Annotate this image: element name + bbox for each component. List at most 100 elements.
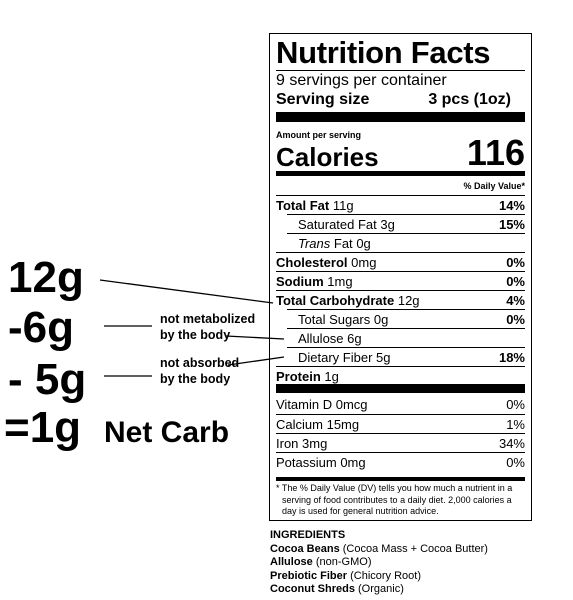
calories-label: Calories [276, 142, 379, 172]
nutrient-row: Protein 1g [276, 366, 525, 385]
nutrient-name: Dietary Fiber [287, 350, 376, 365]
nutrient-name-text: Protein [276, 369, 321, 384]
nutrient-name-text: Potassium [276, 455, 337, 470]
nutrient-name-text: Dietary Fiber [298, 350, 373, 365]
nutrient-name: Allulose [287, 331, 347, 346]
ingredient-detail: (Chicory Root) [350, 569, 421, 582]
nutrient-name-text: Total Carbohydrate [276, 293, 395, 308]
nutrient-name: Trans Fat [287, 236, 356, 251]
nutrient-name: Cholesterol [276, 255, 351, 270]
nutrient-row: Allulose 6g [287, 328, 525, 347]
nutrient-dv: 4% [506, 293, 525, 308]
calories: 116 [466, 132, 525, 173]
nutrient-amount: 15mg [326, 417, 360, 432]
nutrient-name-text: Vitamin D [276, 397, 333, 412]
net-carb-label: Net Carb [104, 416, 230, 449]
nutrient-name: Calcium [276, 417, 327, 432]
nutrient-name: Potassium [276, 455, 340, 470]
nutrient-row: Dietary Fiber 5g 18% [287, 347, 525, 366]
nutrient-dv: 14% [498, 198, 525, 213]
nutrient-name: Protein [276, 369, 324, 384]
label-title: Nutrition Facts [276, 35, 491, 70]
nutrient-amount: 1g [324, 369, 339, 384]
nutrient-name: Iron [276, 436, 302, 451]
carb-result: =1g [4, 403, 82, 452]
nutrient-name-text: Saturated Fat [298, 217, 377, 232]
nutrient-dv: 0% [506, 312, 525, 327]
nutrient-amount: 0g [356, 236, 371, 251]
nutrient-name: Total Sugars [287, 312, 374, 327]
nutrient-row: Total Fat 11g 14% [276, 195, 525, 214]
ingredient-name: Cocoa Beans [270, 542, 340, 555]
ingredient-name: Coconut Shreds [270, 583, 355, 596]
ingredient-detail: (Organic) [358, 583, 404, 596]
nutrient-name-text: Total Fat [276, 198, 330, 213]
note-line: by the body [160, 328, 231, 342]
ingredient-detail: (non-GMO) [315, 556, 372, 569]
note-line: by the body [160, 372, 231, 386]
nutrient-name-text: Allulose [298, 331, 344, 346]
carb-minus: -6g [8, 303, 74, 352]
nutrient-amount: 11g [332, 198, 354, 213]
nutrient-name-text: Fat [333, 236, 353, 251]
nutrient-row: Trans Fat 0g [287, 233, 525, 252]
note-line: not absorbed [160, 356, 240, 370]
ingredient: Allulose (non-GMO) [270, 556, 488, 570]
note: not metabolized by the body [160, 311, 255, 343]
nutrition-label: Nutrition Facts 9 servings per container… [269, 33, 532, 521]
nutrient-row: Vitamin D 0mcg 0% [276, 395, 525, 413]
nutrient-name-text: Cholesterol [276, 255, 348, 270]
dv-header: % Daily Value* [463, 181, 525, 191]
serving-size: 3 pcs (1oz) [428, 91, 511, 108]
nutrient-row: Cholesterol 0mg 0% [276, 252, 525, 271]
note-line: not metabolized [160, 312, 256, 326]
amount-per-serving: Amount per serving [276, 130, 362, 140]
nutrient-amount: 3g [380, 217, 395, 232]
nutrient-row: Calcium 15mg 1% [276, 414, 525, 433]
nutrient-amount: 0mcg [335, 397, 368, 412]
serving-size-label: Serving size [276, 91, 370, 108]
nutrient-row: Total Sugars 0g 0% [287, 309, 525, 328]
nutrient-dv: 1% [506, 417, 525, 432]
ingredient-name: Allulose [270, 556, 313, 569]
ingredients-title: INGREDIENTS [270, 529, 346, 541]
servings: 9 servings per container [276, 72, 447, 89]
carb-total: 12g [8, 253, 84, 302]
nutrient-amount: 6g [347, 331, 362, 346]
nutrient-dv: 0% [506, 255, 525, 270]
nutrient-name-text: Total Sugars [298, 312, 371, 327]
footnote: * The % Daily Value (DV) tells you how m… [276, 483, 513, 516]
ingredient: Coconut Shreds (Organic) [270, 583, 488, 597]
nutrient-amount: 0mg [340, 455, 366, 470]
nutrient-amount: 0mg [351, 255, 377, 270]
nutrient-row: Saturated Fat 3g 15% [287, 214, 525, 233]
nutrient-name-text: Iron [276, 436, 299, 451]
carb-minus: - 5g [8, 355, 87, 404]
pointer-line [227, 356, 285, 366]
nutrient-row: Sodium 1mg 0% [276, 271, 525, 290]
nutrient-name-italic: Trans [298, 236, 331, 251]
nutrient-name: Saturated Fat [287, 217, 380, 232]
nutrient-row: Iron 3mg 34% [276, 433, 525, 452]
nutrient-dv: 0% [506, 274, 525, 289]
nutrient-dv: 0% [506, 455, 525, 470]
nutrient-name-text: Sodium [276, 274, 324, 289]
pointer-line [99, 279, 274, 304]
nutrient-amount: 3mg [302, 436, 328, 451]
ingredient-name: Prebiotic Fiber [270, 569, 348, 582]
nutrient-name: Total Fat [276, 198, 333, 213]
note: not absorbed by the body [160, 355, 239, 387]
nutrient-name-text: Calcium [276, 417, 323, 432]
pointer-line [225, 335, 285, 340]
nutrient-amount: 5g [376, 350, 391, 365]
nutrient-row: Potassium 0mg 0% [276, 452, 525, 471]
nutrient-amount: 1mg [327, 274, 353, 289]
nutrient-amount: 0g [373, 312, 389, 327]
ingredient: Cocoa Beans (Cocoa Mass + Cocoa Butter) [270, 543, 488, 557]
nutrient-name: Total Carbohydrate [276, 293, 398, 308]
nutrient-dv: 18% [498, 350, 525, 365]
ingredient-detail: (Cocoa Mass + Cocoa Butter) [342, 542, 488, 555]
ingredients: INGREDIENTS Cocoa Beans (Cocoa Mass + Co… [270, 529, 488, 597]
